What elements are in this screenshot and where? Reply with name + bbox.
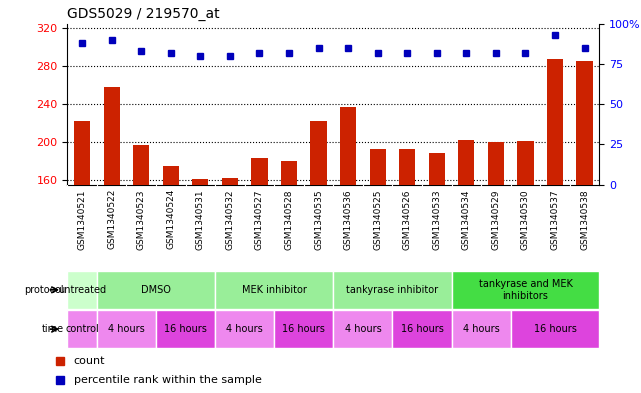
Bar xyxy=(222,178,238,332)
Text: 16 hours: 16 hours xyxy=(164,324,207,334)
Text: GSM1340528: GSM1340528 xyxy=(285,189,294,250)
Bar xyxy=(576,61,593,332)
Text: tankyrase and MEK
inhibitors: tankyrase and MEK inhibitors xyxy=(478,279,572,301)
Text: GDS5029 / 219570_at: GDS5029 / 219570_at xyxy=(67,7,220,21)
Bar xyxy=(274,310,333,348)
Text: control: control xyxy=(65,324,99,334)
Bar xyxy=(392,310,451,348)
Bar xyxy=(547,59,563,332)
Text: MEK inhibitor: MEK inhibitor xyxy=(242,285,306,295)
Text: 4 hours: 4 hours xyxy=(108,324,145,334)
Bar xyxy=(451,271,599,309)
Text: 16 hours: 16 hours xyxy=(533,324,576,334)
Bar xyxy=(451,310,511,348)
Text: GSM1340537: GSM1340537 xyxy=(551,189,560,250)
Text: time: time xyxy=(42,324,64,334)
Bar xyxy=(67,271,97,309)
Text: protocol: protocol xyxy=(24,285,64,295)
Text: GSM1340521: GSM1340521 xyxy=(78,189,87,250)
Bar xyxy=(369,149,386,332)
Text: GSM1340536: GSM1340536 xyxy=(344,189,353,250)
Bar xyxy=(67,310,97,348)
Bar xyxy=(511,310,599,348)
Text: DMSO: DMSO xyxy=(141,285,171,295)
Bar xyxy=(333,271,451,309)
Bar xyxy=(74,121,90,332)
Text: GSM1340525: GSM1340525 xyxy=(373,189,382,250)
Bar xyxy=(399,149,415,332)
Text: percentile rank within the sample: percentile rank within the sample xyxy=(74,375,262,386)
Text: GSM1340530: GSM1340530 xyxy=(521,189,530,250)
Text: GSM1340527: GSM1340527 xyxy=(255,189,264,250)
Bar xyxy=(458,140,474,332)
Bar xyxy=(192,179,208,332)
Text: 4 hours: 4 hours xyxy=(226,324,263,334)
Text: GSM1340522: GSM1340522 xyxy=(107,189,116,250)
Text: 4 hours: 4 hours xyxy=(344,324,381,334)
Text: GSM1340531: GSM1340531 xyxy=(196,189,205,250)
Bar xyxy=(163,166,179,332)
Bar xyxy=(281,161,297,332)
Text: 16 hours: 16 hours xyxy=(401,324,444,334)
Bar xyxy=(340,107,356,332)
Bar xyxy=(488,142,504,332)
Text: 4 hours: 4 hours xyxy=(463,324,499,334)
Bar xyxy=(133,145,149,332)
Text: GSM1340535: GSM1340535 xyxy=(314,189,323,250)
Text: GSM1340526: GSM1340526 xyxy=(403,189,412,250)
Bar xyxy=(103,87,120,332)
Text: GSM1340534: GSM1340534 xyxy=(462,189,471,250)
Bar xyxy=(97,271,215,309)
Text: GSM1340532: GSM1340532 xyxy=(226,189,235,250)
Bar xyxy=(333,310,392,348)
Bar xyxy=(215,310,274,348)
Text: GSM1340529: GSM1340529 xyxy=(492,189,501,250)
Bar xyxy=(215,271,333,309)
Bar xyxy=(156,310,215,348)
Text: count: count xyxy=(74,356,105,366)
Bar xyxy=(251,158,267,332)
Bar xyxy=(97,310,156,348)
Text: GSM1340523: GSM1340523 xyxy=(137,189,146,250)
Text: GSM1340538: GSM1340538 xyxy=(580,189,589,250)
Bar xyxy=(517,141,533,332)
Text: GSM1340533: GSM1340533 xyxy=(432,189,441,250)
Text: tankyrase inhibitor: tankyrase inhibitor xyxy=(346,285,438,295)
Text: untreated: untreated xyxy=(58,285,106,295)
Text: GSM1340524: GSM1340524 xyxy=(166,189,175,250)
Bar xyxy=(310,121,327,332)
Bar xyxy=(429,153,445,332)
Text: 16 hours: 16 hours xyxy=(282,324,325,334)
